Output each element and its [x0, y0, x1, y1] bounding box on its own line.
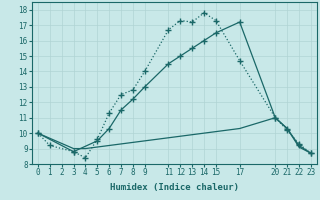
X-axis label: Humidex (Indice chaleur): Humidex (Indice chaleur)	[110, 183, 239, 192]
